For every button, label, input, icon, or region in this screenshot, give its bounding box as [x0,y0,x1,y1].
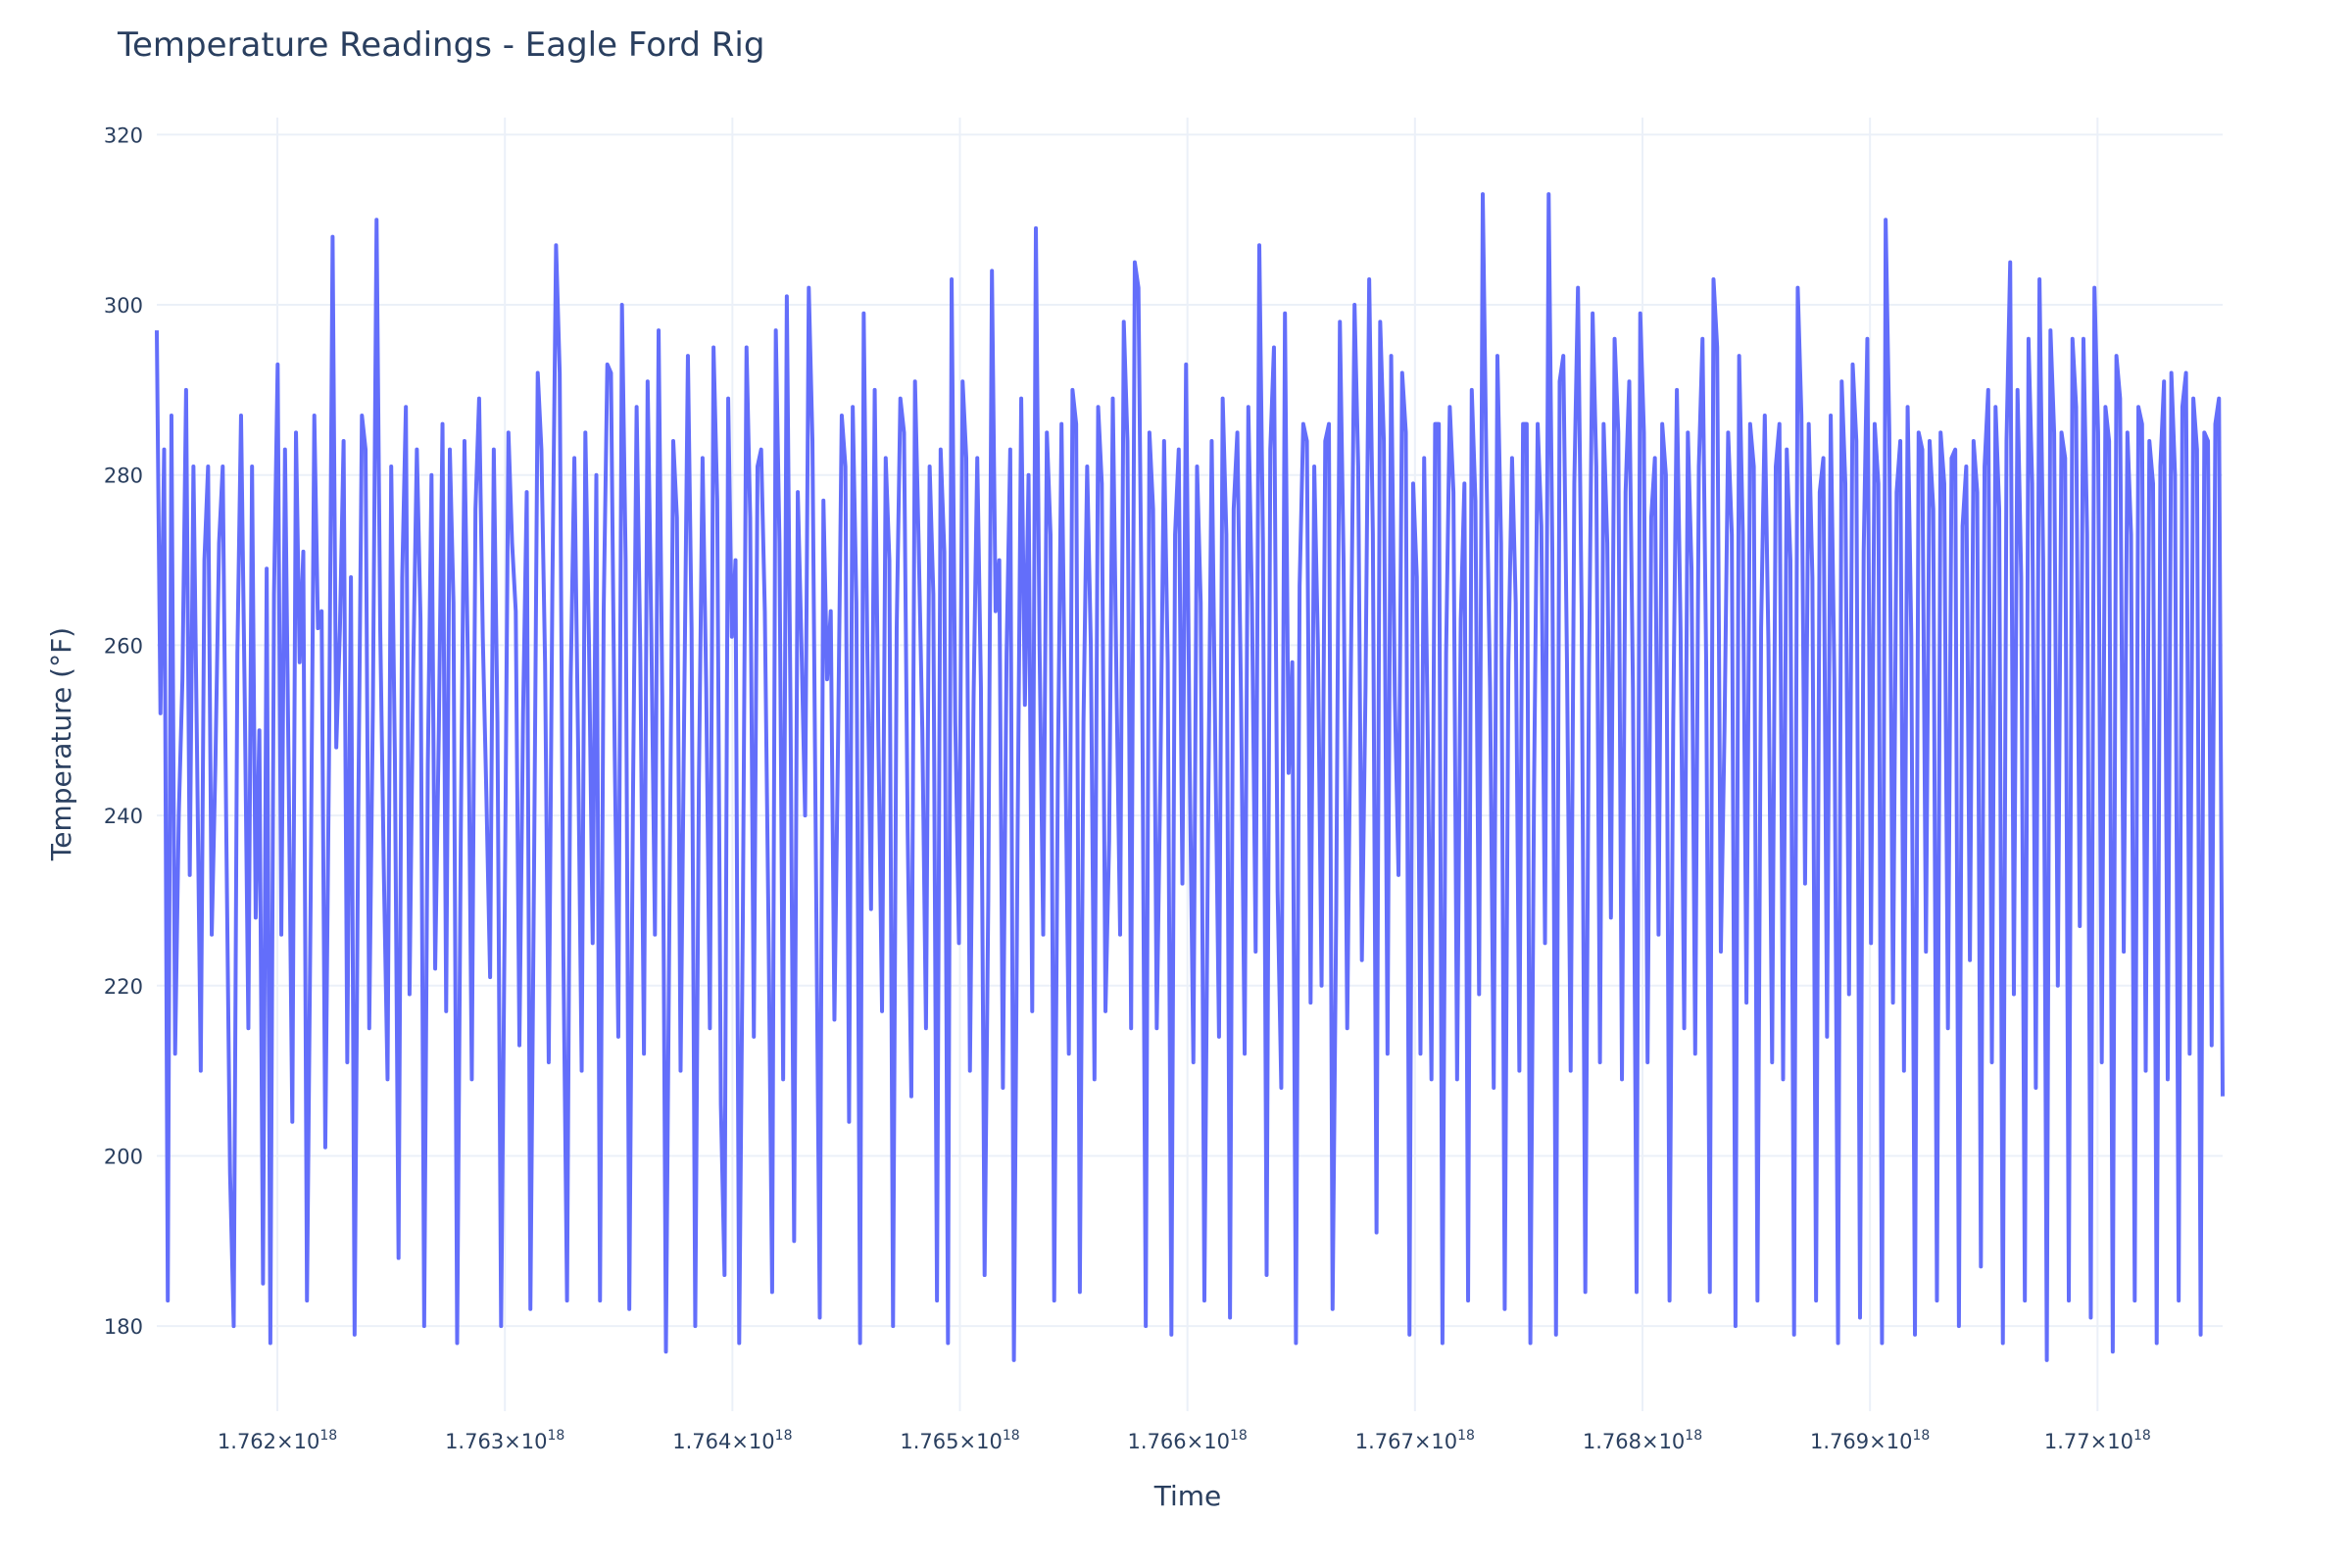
y-axis-ticks: 180 200 220 240 260 280 300 320 [104,123,143,1339]
chart-title: Temperature Readings - Eagle Ford Rig [118,25,765,65]
y-axis-title: Temperature (°F) [45,627,77,861]
y-tick-label: 180 [104,1315,143,1339]
series-layer [155,192,2225,1362]
y-tick-label: 320 [104,123,143,147]
x-tick-label: 1.764×1018 [672,1428,792,1453]
x-tick-label: 1.765×1018 [900,1428,1019,1453]
x-tick-label: 1.769×1018 [1810,1428,1930,1453]
x-tick-label: 1.762×1018 [218,1428,337,1453]
y-tick-label: 300 [104,294,143,318]
x-tick-label: 1.766×1018 [1128,1428,1248,1453]
x-tick-label: 1.768×1018 [1583,1428,1702,1453]
y-tick-label: 220 [104,975,143,999]
x-tick-label: 1.763×1018 [445,1428,564,1453]
temperature-series-line [155,192,2225,1362]
y-tick-label: 200 [104,1145,143,1168]
y-tick-label: 240 [104,805,143,828]
y-tick-label: 260 [104,634,143,658]
x-tick-label: 1.77×1018 [2044,1428,2151,1453]
x-axis-title: Time [1153,1480,1222,1512]
y-tick-label: 280 [104,465,143,488]
x-tick-label: 1.767×1018 [1355,1428,1475,1453]
x-axis-ticks: 1.762×1018 1.763×1018 1.764×1018 1.765×1018… [218,1428,2151,1453]
